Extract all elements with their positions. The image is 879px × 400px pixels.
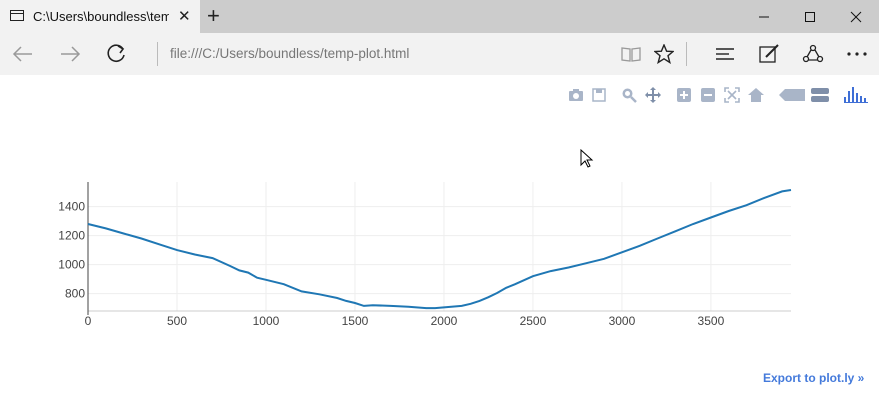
- page-icon: [10, 10, 24, 21]
- save-icon[interactable]: [590, 86, 608, 104]
- share-button[interactable]: [793, 33, 833, 75]
- x-tick-label: 1500: [342, 314, 369, 328]
- favorite-button[interactable]: [644, 33, 684, 75]
- address-input[interactable]: file:///C:/Users/boundless/temp-plot.htm…: [170, 46, 410, 61]
- back-arrow-icon: [12, 46, 32, 62]
- zoom-out-icon[interactable]: [699, 86, 717, 104]
- mouse-cursor-icon: [580, 149, 594, 168]
- close-icon: [850, 11, 862, 22]
- refresh-icon: [107, 44, 125, 62]
- minimize-button[interactable]: [741, 0, 787, 33]
- browser-tab[interactable]: C:\Users\boundless\tem ✕: [0, 0, 200, 33]
- minimize-icon: [759, 16, 769, 17]
- tab-bar: C:\Users\boundless\tem ✕ +: [0, 0, 879, 33]
- more-icon: [847, 52, 867, 56]
- forward-arrow-icon: [61, 46, 81, 62]
- x-tick-label: 1000: [253, 314, 280, 328]
- tab-title: C:\Users\boundless\tem: [33, 9, 169, 24]
- hub-button[interactable]: [705, 33, 745, 75]
- x-tick-label: 2500: [520, 314, 547, 328]
- y-tick-label: 1400: [58, 200, 85, 214]
- hub-icon: [716, 48, 734, 60]
- y-tick-label: 800: [65, 287, 85, 301]
- divider: [157, 42, 158, 66]
- x-tick-label: 2000: [431, 314, 458, 328]
- camera-icon[interactable]: [567, 86, 585, 104]
- refresh-button[interactable]: [94, 33, 140, 75]
- close-window-button[interactable]: [833, 0, 879, 33]
- divider: [686, 42, 687, 66]
- share-icon: [802, 44, 824, 63]
- maximize-button[interactable]: [787, 0, 833, 33]
- hover-closest-icon[interactable]: [779, 86, 805, 104]
- close-tab-icon[interactable]: ✕: [178, 8, 191, 25]
- book-icon: [621, 47, 641, 62]
- reading-view-button[interactable]: [611, 33, 651, 75]
- y-tick-label: 1000: [58, 258, 85, 272]
- zoom-in-icon[interactable]: [675, 86, 693, 104]
- x-tick-label: 0: [85, 314, 92, 328]
- pen-icon: [759, 44, 779, 63]
- pan-icon[interactable]: [644, 86, 662, 104]
- y-tick-label: 1200: [58, 229, 85, 243]
- x-axis-ticks: 0 500 1000 1500 2000 2500 3000 3500: [85, 314, 725, 328]
- reset-axes-icon[interactable]: [747, 86, 765, 104]
- back-button[interactable]: [0, 33, 46, 75]
- export-link[interactable]: Export to plot.ly »: [763, 371, 865, 385]
- plotly-logo-icon[interactable]: [843, 86, 869, 104]
- x-tick-label: 3500: [698, 314, 725, 328]
- web-note-button[interactable]: [749, 33, 789, 75]
- y-axis-ticks: 800 1000 1200 1400: [58, 200, 85, 301]
- star-icon: [654, 44, 674, 64]
- x-tick-label: 3000: [609, 314, 636, 328]
- series-line: [87, 189, 792, 310]
- zoom-icon[interactable]: [620, 86, 638, 104]
- chart-grid: [88, 182, 791, 311]
- new-tab-button[interactable]: +: [207, 3, 220, 28]
- x-tick-label: 500: [167, 314, 187, 328]
- hover-compare-icon[interactable]: [811, 86, 829, 104]
- maximize-icon: [805, 11, 815, 22]
- line-chart[interactable]: 800 1000 1200 1400 0 500 1000 1500 2000 2500 3000…: [0, 170, 879, 340]
- autoscale-icon[interactable]: [723, 86, 741, 104]
- address-bar: file:///C:/Users/boundless/temp-plot.htm…: [0, 33, 879, 75]
- more-button[interactable]: [837, 33, 877, 75]
- forward-button[interactable]: [47, 33, 93, 75]
